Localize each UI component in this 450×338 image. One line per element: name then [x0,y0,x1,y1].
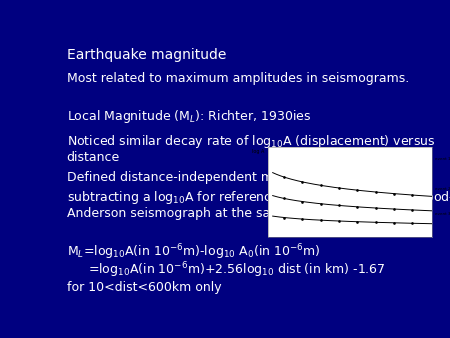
Text: Defined distance-independent magnitude estimate by: Defined distance-independent magnitude e… [67,171,407,184]
Text: event 3: event 3 [435,212,450,216]
Text: event 2: event 2 [435,187,450,191]
Text: log A: log A [252,149,265,154]
Text: subtracting a log$_{10}$A for reference event recorded on a Wood-: subtracting a log$_{10}$A for reference … [67,189,450,206]
Text: M$_L$=log$_{10}$A(in 10$^{-6}$m)-log$_{10}$ A$_0$(in 10$^{-6}$m): M$_L$=log$_{10}$A(in 10$^{-6}$m)-log$_{1… [67,242,320,262]
Text: distance: distance [67,151,120,164]
Text: Local Magnitude (M$_L$): Richter, 1930ies: Local Magnitude (M$_L$): Richter, 1930ie… [67,108,311,125]
Text: Noticed similar decay rate of log$_{10}$A (displacement) versus: Noticed similar decay rate of log$_{10}$… [67,133,435,150]
Text: Anderson seismograph at the same distance: Anderson seismograph at the same distanc… [67,207,347,220]
Text: Most related to maximum amplitudes in seismograms.: Most related to maximum amplitudes in se… [67,72,409,85]
Text: =log$_{10}$A(in 10$^{-6}$m)+2.56log$_{10}$ dist (in km) -1.67: =log$_{10}$A(in 10$^{-6}$m)+2.56log$_{10… [88,261,385,280]
Text: Earthquake magnitude: Earthquake magnitude [67,48,226,63]
Text: event 1: event 1 [435,157,450,161]
Text: for 10<dist<600km only: for 10<dist<600km only [67,281,221,294]
